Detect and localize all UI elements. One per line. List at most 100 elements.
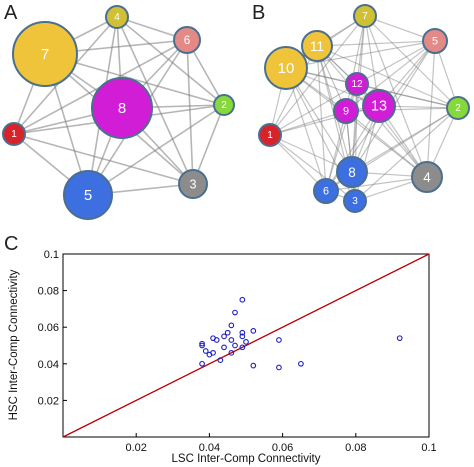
network-b-edge-4-5 <box>426 40 436 178</box>
identity-line <box>62 253 430 438</box>
network-b-node-2: 2 <box>446 96 470 120</box>
network-b-node-circle-4 <box>411 161 443 193</box>
scatter-points <box>199 296 403 371</box>
network-a-node-8: 8 <box>91 77 153 139</box>
x-axis-ticks: 0.02 0.04 0.06 0.08 0.1 <box>125 433 437 454</box>
panel-letter-a: A <box>4 2 18 24</box>
scatter-point <box>199 340 205 347</box>
network-a-edge-6-3 <box>186 39 194 185</box>
y-tick-label: 0.04 <box>38 359 59 371</box>
network-b-edge-2-7 <box>364 15 459 109</box>
scatter-point <box>239 344 246 351</box>
y-tick-label: 0.02 <box>38 395 59 407</box>
network-b-edge-1-12 <box>269 83 358 136</box>
network-b-node-13: 13 <box>362 89 396 123</box>
network-b-node-circle-3 <box>343 189 367 213</box>
network-a-node-3: 3 <box>178 169 208 199</box>
network-a-node-label-4: 4 <box>114 12 120 23</box>
network-b-node-label-1: 1 <box>267 130 273 141</box>
scatter-point <box>228 322 235 329</box>
network-b-edge-5-10 <box>285 40 436 69</box>
network-a-node-circle-8 <box>91 77 153 139</box>
network-b-node-1: 1 <box>258 123 282 147</box>
network-b-edge-6-11 <box>316 45 327 192</box>
scatter-point <box>239 296 246 303</box>
network-b-node-label-12: 12 <box>351 79 363 90</box>
network-b-edge-1-11 <box>269 45 318 136</box>
network-b-edge-5-9 <box>345 40 436 112</box>
panel-letter-c: C <box>4 233 18 255</box>
network-a-node-label-1: 1 <box>11 129 17 140</box>
scatter-point <box>232 342 238 349</box>
scatter-point <box>298 360 304 367</box>
scatter-plot: 0.02 0.04 0.06 0.08 0.1 0.020.040.060.080.1 … <box>8 249 437 465</box>
scatter-point <box>221 333 227 340</box>
network-a-node-7: 7 <box>12 21 78 87</box>
scatter-point <box>199 342 205 349</box>
network-b-node-circle-8 <box>336 156 368 188</box>
network-b-node-circle-6 <box>313 178 339 204</box>
network-b-node-8: 8 <box>336 156 368 188</box>
network-a-node-6: 6 <box>173 26 201 54</box>
network-b-node-6: 6 <box>313 178 339 204</box>
network-a-node-5: 5 <box>63 170 113 220</box>
network-a-edge-1-3 <box>13 133 194 185</box>
network-b-edge-7-9 <box>345 15 366 112</box>
network-b-node-9: 9 <box>333 98 359 124</box>
network-b-edge-5-11 <box>316 40 436 47</box>
network-b-edge-4-10 <box>285 67 428 178</box>
network-a-node-label-5: 5 <box>84 187 92 204</box>
y-axis-ticks: 0.02 0.04 0.06 0.08 0.1 <box>38 249 67 407</box>
network-b-edge-4-9 <box>345 110 428 178</box>
network-b-edge-1-7 <box>269 15 366 136</box>
scatter-point <box>396 335 403 342</box>
network-b-node-3: 3 <box>343 189 367 213</box>
network-b-node-label-3: 3 <box>352 196 358 207</box>
scatter-point <box>224 329 231 336</box>
network-b-node-label-13: 13 <box>371 99 387 115</box>
scatter-point <box>243 338 249 345</box>
network-b-edge-5-12 <box>356 40 436 85</box>
network-b-edge-1-13 <box>269 105 380 136</box>
y-axis-label: HSC Inter-Comp Connectivity <box>8 269 20 420</box>
network-b-node-label-11: 11 <box>310 39 324 54</box>
x-tick-label: 0.1 <box>421 442 436 454</box>
x-axis-label: LSC Inter-Comp Connectivity <box>172 453 321 465</box>
network-b-node-circle-1 <box>258 123 282 147</box>
network-b-edge-1-3 <box>269 134 356 202</box>
scatter-point <box>202 348 209 354</box>
network-b-edge-1-6 <box>269 134 327 192</box>
network-b-node-label-5: 5 <box>432 36 438 48</box>
y-tick-label: 0.1 <box>44 249 59 261</box>
network-b-node-label-7: 7 <box>362 11 368 22</box>
y-tick-label: 0.06 <box>38 322 59 334</box>
scatter-point <box>228 349 235 356</box>
network-a-edge-4-3 <box>116 16 194 185</box>
network-b-edge-2-10 <box>285 67 459 109</box>
scatter-point <box>250 362 257 369</box>
network-b-node-circle-12 <box>345 72 369 96</box>
scatter-point <box>228 337 235 343</box>
network-a-node-4: 4 <box>105 5 129 29</box>
network-a-node-circle-3 <box>178 169 208 199</box>
scatter-point <box>239 333 246 340</box>
scatter-point <box>250 328 257 334</box>
network-b-node-label-10: 10 <box>278 60 295 77</box>
network-b-node-label-4: 4 <box>423 170 431 185</box>
network-a-node-circle-1 <box>2 122 26 146</box>
network-b-edge-2-12 <box>356 83 459 109</box>
y-tick-label: 0.08 <box>38 286 59 298</box>
network-a-node-label-3: 3 <box>189 178 196 192</box>
network-a-nodes: 1 2 3 4 5 6 7 8 <box>2 5 235 220</box>
network-a-node-circle-2 <box>213 94 235 116</box>
network-a-node-circle-7 <box>12 21 78 87</box>
scatter-point <box>232 309 238 316</box>
network-a-node-label-6: 6 <box>184 34 191 47</box>
x-tick-label: 0.06 <box>272 442 293 454</box>
network-a-node-circle-5 <box>63 170 113 220</box>
network-b-node-4: 4 <box>411 161 443 193</box>
network-b-node-circle-5 <box>422 28 448 54</box>
scatter-point <box>199 360 205 367</box>
